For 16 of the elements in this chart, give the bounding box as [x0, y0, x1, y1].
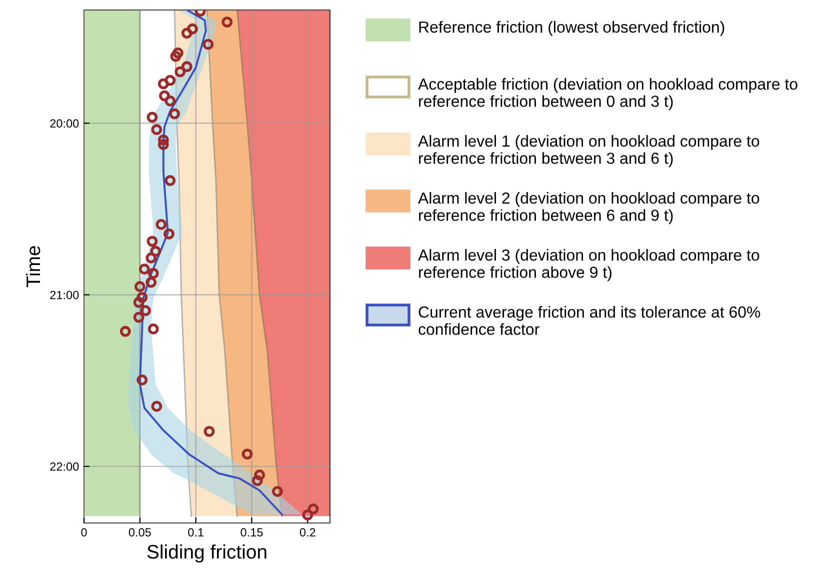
x-axis-title: Sliding friction	[147, 544, 266, 563]
x-tick-label: 0.05	[128, 528, 151, 537]
legend-label: Reference friction (lowest observed friction)	[419, 21, 724, 36]
legend-label: Current average friction and its tolerance at 60% confidence factor	[418, 306, 760, 335]
y-tick-label: 21:00	[50, 290, 79, 300]
legend-label: Acceptable friction (deviation on hookload compare to reference friction between 0 and 3 t)	[418, 78, 798, 110]
y-axis-title: Time	[26, 246, 40, 288]
x-tick-label: 0.2	[300, 528, 316, 537]
legend-label: Alarm level 2 (deviation on hookload compare to reference friction between 6 and 9 t)	[418, 192, 760, 224]
x-tick-label: 0.1	[188, 528, 204, 537]
y-tick-label: 20:00	[50, 119, 79, 128]
x-tick-label: 0.15	[240, 528, 263, 537]
legend-label: Alarm level 1 (deviation on hookload compare to reference friction between 3 and 6 t)	[418, 135, 760, 168]
y-tick-label: 22:00	[50, 462, 79, 471]
x-tick-label: 0	[81, 528, 87, 537]
legend-label: Alarm level 3 (deviation on hookload compare to reference friction above 9 t)	[418, 249, 760, 282]
